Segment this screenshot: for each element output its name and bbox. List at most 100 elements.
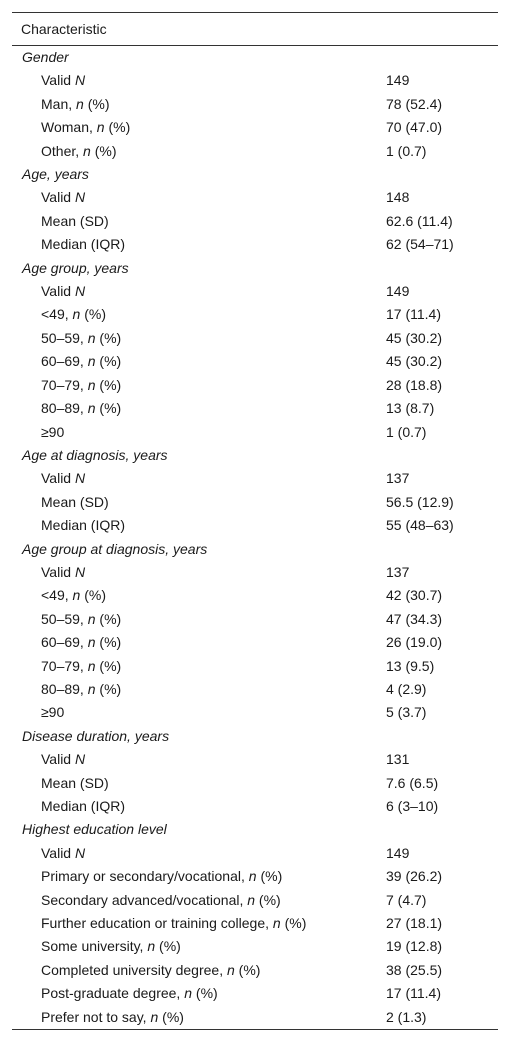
- row-label-text: 50–59,: [41, 329, 88, 346]
- row-label-unit: n: [87, 329, 96, 346]
- row-value: 149: [386, 844, 410, 861]
- row-value: 5 (3.7): [386, 704, 427, 721]
- row-label: <49, n (%): [12, 303, 386, 326]
- table-row: Woman, n (%) 70 (47.0): [12, 116, 498, 139]
- row-label-text: Further education or training college,: [41, 915, 273, 932]
- row-value: 26 (19.0): [386, 634, 443, 651]
- row-label-text: 50–59,: [41, 610, 88, 627]
- row-label-text: Median (IQR): [41, 236, 126, 253]
- row-label: Valid N: [12, 561, 386, 584]
- row-value: 39 (26.2): [386, 868, 443, 885]
- row-label-unit: n: [227, 961, 235, 978]
- row-label: Mean (SD): [12, 491, 386, 514]
- row-label-suffix: (%): [234, 961, 261, 978]
- row-label-text: <49,: [41, 587, 73, 604]
- row-label: Post-graduate degree, n (%): [12, 982, 386, 1005]
- table-row: Mean (SD) 62.6 (11.4): [12, 210, 498, 233]
- row-label-unit: n: [87, 400, 96, 417]
- row-value: 62 (54–71): [386, 236, 454, 253]
- row-label-unit: n: [72, 306, 81, 323]
- row-label-suffix: (%): [80, 587, 106, 604]
- row-label-unit: n: [248, 868, 257, 885]
- row-value: 62.6 (11.4): [386, 212, 453, 229]
- row-label-text: 70–79,: [41, 657, 88, 674]
- row-label: Other, n (%): [12, 140, 386, 163]
- row-label-unit: N: [74, 189, 86, 206]
- row-label: 80–89, n (%): [12, 397, 386, 420]
- row-label-text: Woman,: [41, 119, 97, 136]
- row-label-unit: n: [76, 95, 84, 112]
- row-value: 7.6 (6.5): [386, 774, 439, 791]
- row-label-suffix: (%): [95, 376, 122, 393]
- table-row: 80–89, n (%) 13 (8.7): [12, 397, 498, 420]
- row-label: <49, n (%): [12, 584, 386, 607]
- table-row: 50–59, n (%) 45 (30.2): [12, 327, 498, 350]
- row-label-unit: n: [87, 610, 96, 627]
- row-label: Man, n (%): [12, 93, 386, 116]
- row-label-text: 60–69,: [41, 634, 88, 651]
- row-label-suffix: (%): [95, 400, 122, 417]
- row-label: Median (IQR): [12, 514, 386, 537]
- row-label-suffix: (%): [83, 95, 110, 112]
- characteristics-table-container: Characteristic Gender Valid N 149 Man, n (%…: [12, 12, 498, 1031]
- characteristics-table: Characteristic Gender Valid N 149 Man, n (%…: [12, 12, 498, 1031]
- row-label-unit: N: [74, 470, 86, 487]
- row-label: Valid N: [12, 280, 386, 303]
- table-row: Valid N 149: [12, 280, 498, 303]
- group-title: Gender: [22, 49, 69, 65]
- row-label: Median (IQR): [12, 233, 386, 256]
- row-label: 60–69, n (%): [12, 631, 386, 654]
- row-label-unit: n: [147, 938, 156, 955]
- table-row: Valid N 149: [12, 69, 498, 92]
- table-row: ≥90 1 (0.7): [12, 421, 498, 444]
- row-label: 50–59, n (%): [12, 327, 386, 350]
- table-row: Valid N 137: [12, 561, 498, 584]
- table-row: Median (IQR) 62 (54–71): [12, 233, 498, 256]
- row-label-unit: n: [87, 376, 96, 393]
- row-label-text: Some university,: [41, 938, 148, 955]
- row-label-suffix: (%): [95, 610, 122, 627]
- row-value: 149: [386, 72, 410, 89]
- row-label-text: ≥90: [41, 423, 65, 440]
- row-label-suffix: (%): [280, 915, 307, 932]
- table-row: Other, n (%) 1 (0.7): [12, 140, 498, 163]
- row-label-unit: n: [87, 680, 96, 697]
- group-header-row: Age group at diagnosis, years: [12, 538, 498, 561]
- row-label-text: Mean (SD): [41, 493, 109, 510]
- row-label: 60–69, n (%): [12, 350, 386, 373]
- row-label-unit: N: [74, 283, 86, 300]
- row-value: 78 (52.4): [386, 95, 443, 112]
- row-label: Completed university degree, n (%): [12, 959, 386, 982]
- row-label-suffix: (%): [90, 142, 117, 159]
- group-title: Age group at diagnosis, years: [22, 540, 208, 557]
- row-value: 149: [386, 283, 410, 300]
- group-title: Age at diagnosis, years: [22, 446, 168, 463]
- row-label-text: Valid: [41, 470, 75, 487]
- group-header-row: Age, years: [12, 163, 498, 186]
- table-row: Valid N 149: [12, 842, 498, 865]
- row-value: 56.5 (12.9): [386, 493, 454, 510]
- row-value: 1 (0.7): [386, 142, 427, 159]
- row-label-text: 80–89,: [41, 680, 88, 697]
- row-label-text: <49,: [41, 306, 73, 323]
- row-value: 17 (11.4): [386, 306, 441, 323]
- row-value: 4 (2.9): [386, 680, 427, 697]
- row-label: Valid N: [12, 69, 386, 92]
- row-label: Valid N: [12, 748, 386, 771]
- group-header-row: Gender: [12, 46, 498, 70]
- row-label: Some university, n (%): [12, 935, 386, 958]
- row-label-text: 70–79,: [41, 376, 88, 393]
- row-label-suffix: (%): [104, 119, 131, 136]
- row-label-unit: n: [184, 985, 193, 1002]
- row-label: Median (IQR): [12, 795, 386, 818]
- row-value: 1 (0.7): [386, 423, 427, 440]
- row-value: 45 (30.2): [386, 353, 443, 370]
- table-row: 70–79, n (%) 13 (9.5): [12, 655, 498, 678]
- row-label-text: Prefer not to say,: [41, 1008, 151, 1025]
- row-label-unit: n: [87, 634, 96, 651]
- row-label-text: Mean (SD): [41, 774, 109, 791]
- row-label: ≥90: [12, 701, 386, 724]
- table-row: 60–69, n (%) 45 (30.2): [12, 350, 498, 373]
- row-label-unit: N: [74, 844, 86, 861]
- row-label-text: Valid: [41, 563, 75, 580]
